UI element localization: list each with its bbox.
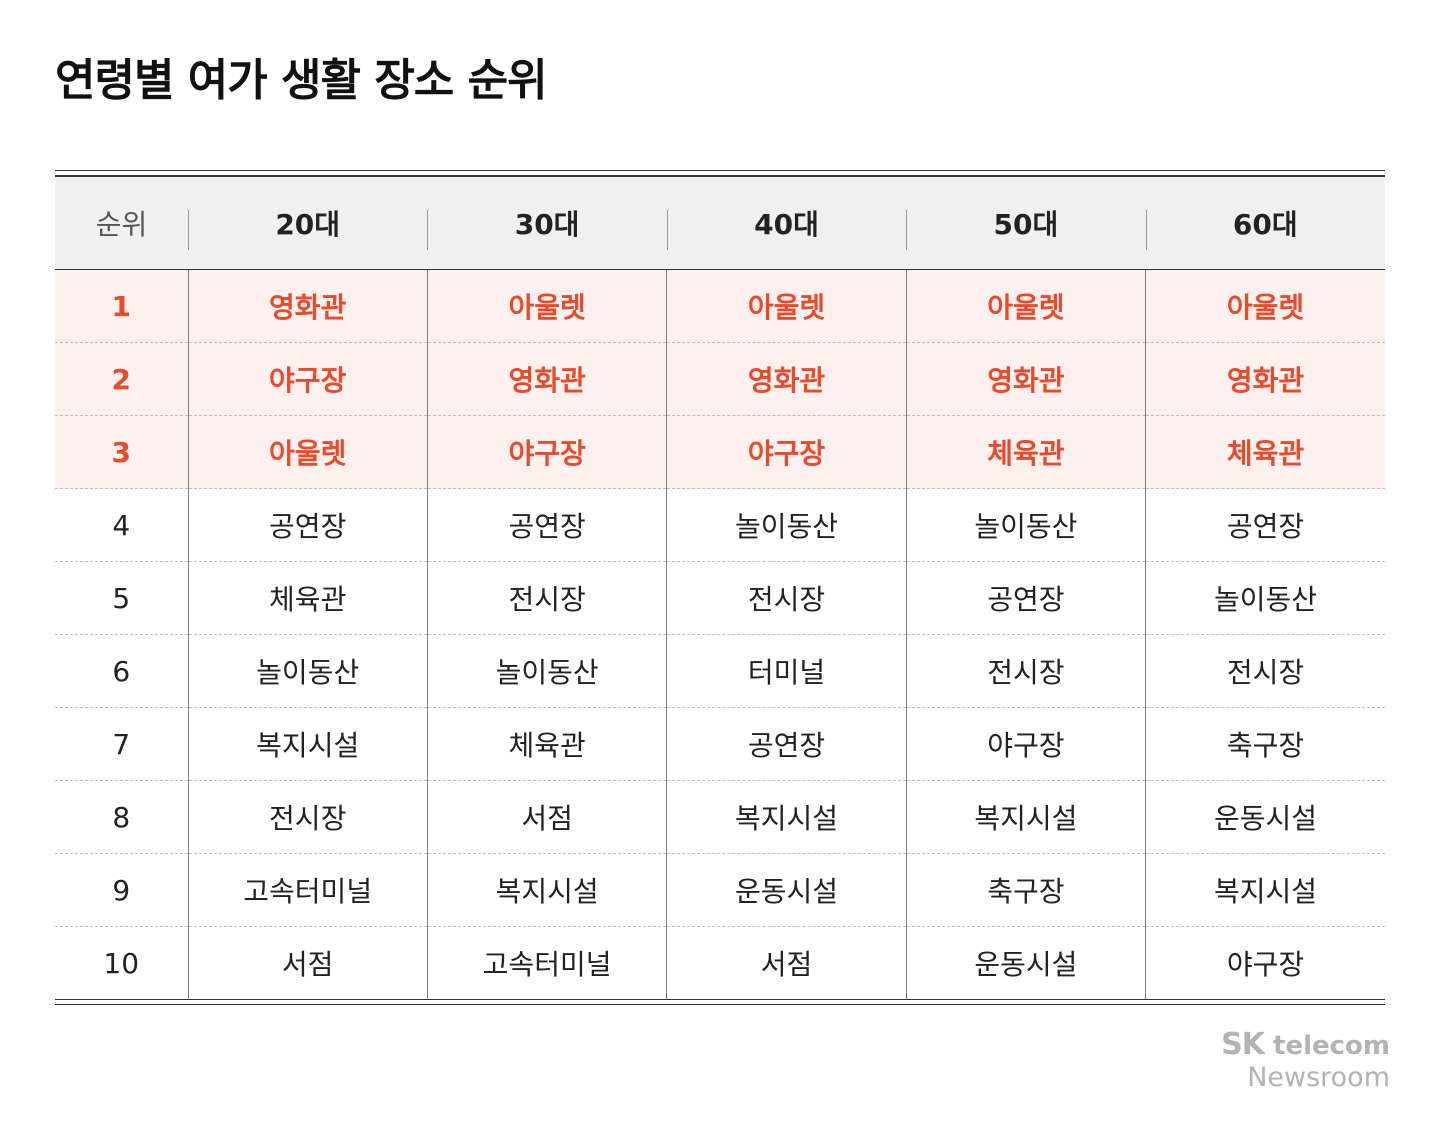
logo-telecom: telecom	[1273, 1031, 1390, 1061]
table-top-rule-thick	[55, 175, 1385, 177]
place-cell: 복지시설	[187, 707, 428, 781]
rank-cell: 2	[55, 342, 188, 416]
place-cell: 고속터미널	[187, 853, 428, 927]
place-cell: 야구장	[187, 342, 428, 416]
place-cell: 영화관	[905, 342, 1146, 416]
place-cell: 영화관	[426, 342, 667, 416]
rank-cell: 1	[55, 269, 188, 343]
sk-telecom-newsroom-logo: SK telecom Newsroom	[1221, 1030, 1390, 1093]
place-cell: 야구장	[426, 415, 667, 489]
place-cell: 전시장	[666, 561, 907, 635]
table-row: 3 아울렛 야구장 야구장 체육관 체육관	[55, 415, 1385, 489]
place-cell: 전시장	[187, 780, 428, 854]
place-cell: 운동시설	[905, 926, 1146, 999]
table-top-rule	[55, 170, 1385, 171]
place-cell: 놀이동산	[187, 634, 428, 708]
place-cell: 전시장	[426, 561, 667, 635]
rank-cell: 4	[55, 488, 188, 562]
page-title: 연령별 여가 생활 장소 순위	[55, 55, 548, 106]
place-cell: 서점	[426, 780, 667, 854]
place-cell: 복지시설	[666, 780, 907, 854]
table-row: 2 야구장 영화관 영화관 영화관 영화관	[55, 342, 1385, 416]
place-cell: 운동시설	[666, 853, 907, 927]
place-cell: 야구장	[905, 707, 1146, 781]
place-cell: 아울렛	[1145, 269, 1385, 343]
rank-cell: 7	[55, 707, 188, 781]
place-cell: 서점	[187, 926, 428, 999]
place-cell: 아울렛	[187, 415, 428, 489]
rank-cell: 8	[55, 780, 188, 854]
column-header-rank: 순위	[55, 177, 188, 270]
table-row: 4 공연장 공연장 놀이동산 놀이동산 공연장	[55, 488, 1385, 562]
place-cell: 영화관	[666, 342, 907, 416]
place-cell: 체육관	[1145, 415, 1385, 489]
rank-cell: 6	[55, 634, 188, 708]
rank-cell: 5	[55, 561, 188, 635]
table-bottom-rule-2	[55, 1004, 1385, 1005]
place-cell: 운동시설	[1145, 780, 1385, 854]
logo-brand: SK telecom	[1221, 1030, 1390, 1060]
rank-cell: 3	[55, 415, 188, 489]
table-row: 1 영화관 아울렛 아울렛 아울렛 아울렛	[55, 269, 1385, 343]
column-header-age: 40대	[666, 177, 907, 270]
table-row: 8 전시장 서점 복지시설 복지시설 운동시설	[55, 780, 1385, 854]
place-cell: 체육관	[426, 707, 667, 781]
place-cell: 놀이동산	[426, 634, 667, 708]
place-cell: 전시장	[905, 634, 1146, 708]
place-cell: 아울렛	[666, 269, 907, 343]
place-cell: 복지시설	[426, 853, 667, 927]
table-row: 5 체육관 전시장 전시장 공연장 놀이동산	[55, 561, 1385, 635]
place-cell: 영화관	[187, 269, 428, 343]
column-header-age: 20대	[188, 177, 428, 270]
place-cell: 놀이동산	[666, 488, 907, 562]
place-cell: 공연장	[666, 707, 907, 781]
column-header-age: 50대	[906, 177, 1146, 270]
place-cell: 고속터미널	[426, 926, 667, 999]
column-header-age: 60대	[1145, 177, 1385, 270]
place-cell: 서점	[666, 926, 907, 999]
table-row: 10 서점 고속터미널 서점 운동시설 야구장	[55, 926, 1385, 999]
place-cell: 영화관	[1145, 342, 1385, 416]
place-cell: 야구장	[666, 415, 907, 489]
table-row: 7 복지시설 체육관 공연장 야구장 축구장	[55, 707, 1385, 781]
place-cell: 축구장	[905, 853, 1146, 927]
column-header-age: 30대	[427, 177, 667, 270]
place-cell: 체육관	[905, 415, 1146, 489]
place-cell: 공연장	[1145, 488, 1385, 562]
place-cell: 놀이동산	[905, 488, 1146, 562]
rank-cell: 10	[103, 946, 140, 980]
place-cell: 전시장	[1145, 634, 1385, 708]
place-cell: 체육관	[187, 561, 428, 635]
table-body: 1 영화관 아울렛 아울렛 아울렛 아울렛 2 야구장 영화관 영화관 영화관 영화관 3 아울렛 야구장 야…	[55, 269, 1385, 999]
place-cell: 공연장	[905, 561, 1146, 635]
place-cell: 복지시설	[905, 780, 1146, 854]
table-row: 9 고속터미널 복지시설 운동시설 축구장 복지시설	[55, 853, 1385, 927]
ranking-table: 순위 20대 30대 40대 50대 60대 1 영화관 아울렛 아울렛 아울렛 아울렛 2 야구장 영화…	[55, 177, 1385, 999]
ranking-table-container: 순위 20대 30대 40대 50대 60대 1 영화관 아울렛 아울렛 아울렛 아울렛 2 야구장 영화…	[55, 170, 1385, 1005]
place-cell: 놀이동산	[1145, 561, 1385, 635]
place-cell: 공연장	[426, 488, 667, 562]
place-cell: 축구장	[1145, 707, 1385, 781]
logo-newsroom: Newsroom	[1247, 1062, 1390, 1093]
place-cell: 공연장	[187, 488, 428, 562]
header-row: 순위 20대 30대 40대 50대 60대	[55, 177, 1385, 270]
logo-sk: SK	[1221, 1027, 1265, 1062]
place-cell: 복지시설	[1145, 853, 1385, 927]
place-cell: 아울렛	[905, 269, 1146, 343]
place-cell: 터미널	[666, 634, 907, 708]
table-header: 순위 20대 30대 40대 50대 60대	[55, 177, 1385, 270]
place-cell: 야구장	[1145, 926, 1385, 999]
table-row: 6 놀이동산 놀이동산 터미널 전시장 전시장	[55, 634, 1385, 708]
table-bottom-rule	[55, 999, 1385, 1000]
rank-cell: 9	[55, 853, 188, 927]
place-cell: 아울렛	[426, 269, 667, 343]
